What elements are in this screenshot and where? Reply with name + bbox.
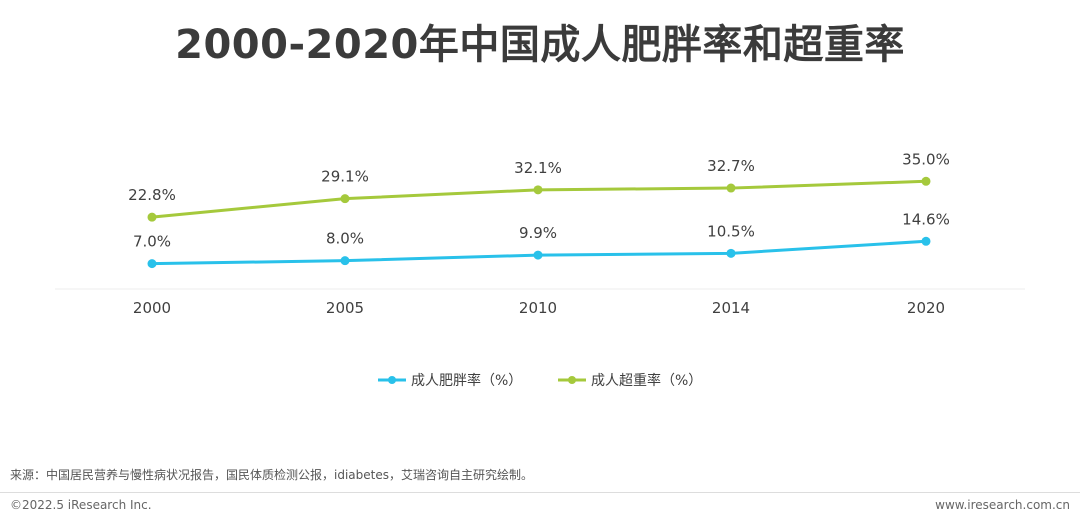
data-point	[147, 259, 157, 269]
data-label: 29.1%	[321, 168, 369, 186]
data-point	[533, 250, 543, 260]
x-tick-label: 2014	[712, 299, 750, 317]
legend-label: 成人超重率（%）	[591, 372, 702, 389]
data-label: 10.5%	[707, 222, 755, 240]
data-label: 14.6%	[902, 210, 950, 228]
data-point	[726, 248, 736, 258]
data-point	[340, 256, 350, 266]
data-point	[726, 183, 736, 193]
data-point	[921, 236, 931, 246]
data-point	[533, 185, 543, 195]
x-tick-label: 2005	[326, 299, 364, 317]
data-label: 32.1%	[514, 159, 562, 177]
data-point	[340, 194, 350, 204]
legend-marker	[568, 376, 576, 384]
x-tick-label: 2010	[519, 299, 557, 317]
x-tick-label: 2000	[133, 299, 171, 317]
x-tick-label: 2020	[907, 299, 945, 317]
data-label: 8.0%	[326, 230, 364, 248]
data-point	[147, 212, 157, 222]
data-point	[921, 176, 931, 186]
data-label: 35.0%	[902, 150, 950, 168]
data-label: 32.7%	[707, 157, 755, 175]
data-label: 9.9%	[519, 224, 557, 242]
source-note: 来源：中国居民营养与慢性病状况报告，国民体质检测公报，idiabetes，艾瑞咨…	[10, 468, 533, 482]
website-link[interactable]: www.iresearch.com.cn	[935, 498, 1070, 512]
legend-marker	[388, 376, 396, 384]
data-label: 7.0%	[133, 233, 171, 251]
data-label: 22.8%	[128, 186, 176, 204]
chart-title: 2000-2020年中国成人肥胖率和超重率	[175, 22, 905, 68]
footer-divider	[0, 492, 1080, 493]
legend-label: 成人肥胖率（%）	[411, 372, 522, 389]
copyright-text: ©2022.5 iResearch Inc.	[10, 498, 152, 512]
